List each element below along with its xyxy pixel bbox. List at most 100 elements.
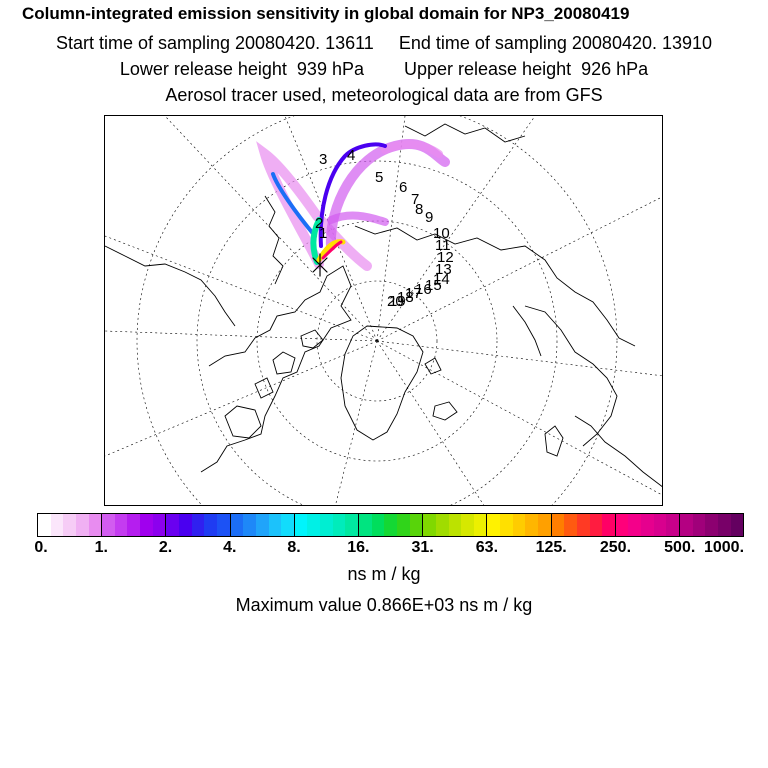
colorbar-segment <box>191 514 205 536</box>
trajectory-label: 12 <box>437 249 454 266</box>
colorbar-segment <box>537 514 552 536</box>
colorbar-segment <box>63 514 76 536</box>
meridian <box>335 340 378 505</box>
trajectory-label: 3 <box>319 151 327 168</box>
meridian <box>376 340 662 496</box>
trajectory-label: 20 <box>387 293 404 310</box>
meridian <box>376 340 662 377</box>
colorbar-tick-label: 63. <box>475 539 499 556</box>
colorbar-segment <box>705 514 718 536</box>
meridian <box>105 330 378 342</box>
polar-map: 1 2 3 4 5 6 7 8 9 10 11 12 13 14 15 16 17 18 19 20 <box>104 115 663 506</box>
trajectory-label: 1 <box>319 225 327 242</box>
uk-coast <box>544 425 564 457</box>
alaska-coast <box>264 195 284 285</box>
canada-coast <box>200 265 352 473</box>
colorbar-segment <box>179 514 192 536</box>
colorbar-ticks: 0. 1. 2. 4. 8. 16. 31. 63. 125. 250. 500. 1000. <box>0 539 768 559</box>
colorbar-segment <box>551 514 565 536</box>
colorbar-segment <box>88 514 103 536</box>
trajectory-label: 10 <box>433 225 450 242</box>
colorbar-segment <box>589 514 603 536</box>
meridian <box>164 116 378 342</box>
colorbar-segment <box>307 514 321 536</box>
colorbar-tick-label: 0. <box>34 539 48 556</box>
colorbar-segment <box>50 514 64 536</box>
max-value-text: Maximum value 0.866E+03 ns m / kg <box>235 595 533 615</box>
trajectory-label: 2 <box>315 215 323 232</box>
colorbar-segment <box>140 514 153 536</box>
plume-core <box>310 217 322 265</box>
trajectory-label: 17 <box>405 285 422 302</box>
siberia-coast <box>354 225 636 347</box>
colorbar-segment <box>641 514 654 536</box>
colorbar-segment <box>359 514 372 536</box>
colorbar-tick-label: 1. <box>94 539 108 556</box>
colorbar-segment <box>127 514 141 536</box>
colorbar-tick-label: 1000. <box>703 539 745 556</box>
plot-title: Column-integrated emission sensitivity i… <box>22 4 630 23</box>
trajectory-label: 14 <box>433 271 450 288</box>
colorbar-segment <box>615 514 629 536</box>
meridian <box>105 235 378 342</box>
colorbar-segment <box>371 514 385 536</box>
trajectory-label: 19 <box>389 293 406 310</box>
trajectory-label: 11 <box>435 237 451 254</box>
colorbar-segment <box>152 514 167 536</box>
colorbar-segment <box>384 514 397 536</box>
lat-circle <box>136 116 618 505</box>
greenland-coast <box>340 325 424 441</box>
sensitivity-plume <box>256 139 450 277</box>
plume-outer <box>381 140 443 158</box>
scandinavia-coast <box>524 305 618 447</box>
colorbar-segment <box>461 514 474 536</box>
hudson-bay <box>224 405 262 439</box>
lat-circle <box>196 160 558 505</box>
novaya-zemlya <box>512 305 542 357</box>
colorbar-segment <box>666 514 681 536</box>
colorbar-segment <box>320 514 333 536</box>
colorbar-segment <box>345 514 360 536</box>
trajectory-label: 18 <box>397 289 414 306</box>
release-height-line: Lower release height 939 hPa Upper relea… <box>119 59 649 79</box>
trajectory-label: 16 <box>415 281 432 298</box>
colorbar-segment <box>281 514 295 536</box>
lat-circle <box>316 280 438 402</box>
release-marker <box>312 253 328 277</box>
colorbar-segment <box>730 514 744 536</box>
meridian <box>376 116 536 342</box>
colorbar-segment <box>243 514 256 536</box>
colorbar-segment <box>102 514 115 536</box>
plume-core <box>321 240 343 260</box>
colorbar-tick-label: 125. <box>535 539 567 556</box>
colorbar-segment <box>653 514 667 536</box>
colorbar-segment <box>216 514 231 536</box>
colorbar-units: ns m / kg <box>347 564 421 584</box>
colorbar-segment <box>564 514 577 536</box>
colorbar-segment <box>75 514 89 536</box>
colorbar-segment <box>294 514 308 536</box>
colorbar-segment <box>38 514 51 536</box>
plume-outer <box>327 211 389 226</box>
colorbar <box>37 513 744 537</box>
trajectory-label: 7 <box>411 191 419 208</box>
colorbar-segment <box>255 514 269 536</box>
meridians <box>105 116 662 505</box>
trajectory-label: 4 <box>347 147 355 164</box>
trajectory-label: 13 <box>435 261 452 278</box>
meridian <box>376 196 662 342</box>
colorbar-tick-label: 4. <box>223 539 237 556</box>
colorbar-segment <box>396 514 410 536</box>
colorbar-segment <box>576 514 590 536</box>
colorbar-segment <box>525 514 538 536</box>
colorbar-segment <box>448 514 462 536</box>
colorbar-segment <box>628 514 642 536</box>
trajectory-label: 9 <box>425 209 433 226</box>
colorbar-segment <box>602 514 616 536</box>
plume-mid <box>271 172 317 238</box>
colorbar-tick-label: 16. <box>347 539 370 556</box>
north-america-west <box>105 245 236 327</box>
colorbar-segment <box>500 514 513 536</box>
colorbar-segment <box>435 514 449 536</box>
